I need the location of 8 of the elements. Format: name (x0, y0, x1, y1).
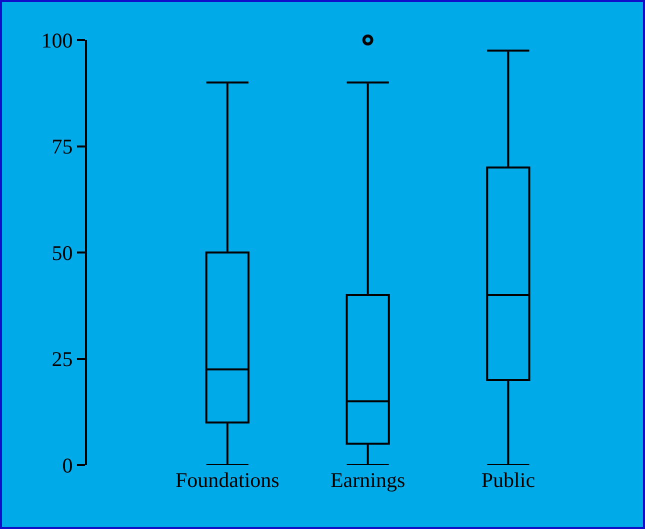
y-tick-label: 25 (52, 347, 73, 372)
y-tick-label: 75 (52, 134, 73, 159)
x-tick-label: Public (481, 468, 536, 492)
y-tick-label: 0 (62, 453, 73, 478)
y-tick-label: 50 (52, 240, 73, 265)
x-tick-label: Earnings (330, 468, 406, 492)
x-tick-label: Foundations (175, 468, 280, 492)
y-tick-label: 100 (41, 28, 73, 52)
